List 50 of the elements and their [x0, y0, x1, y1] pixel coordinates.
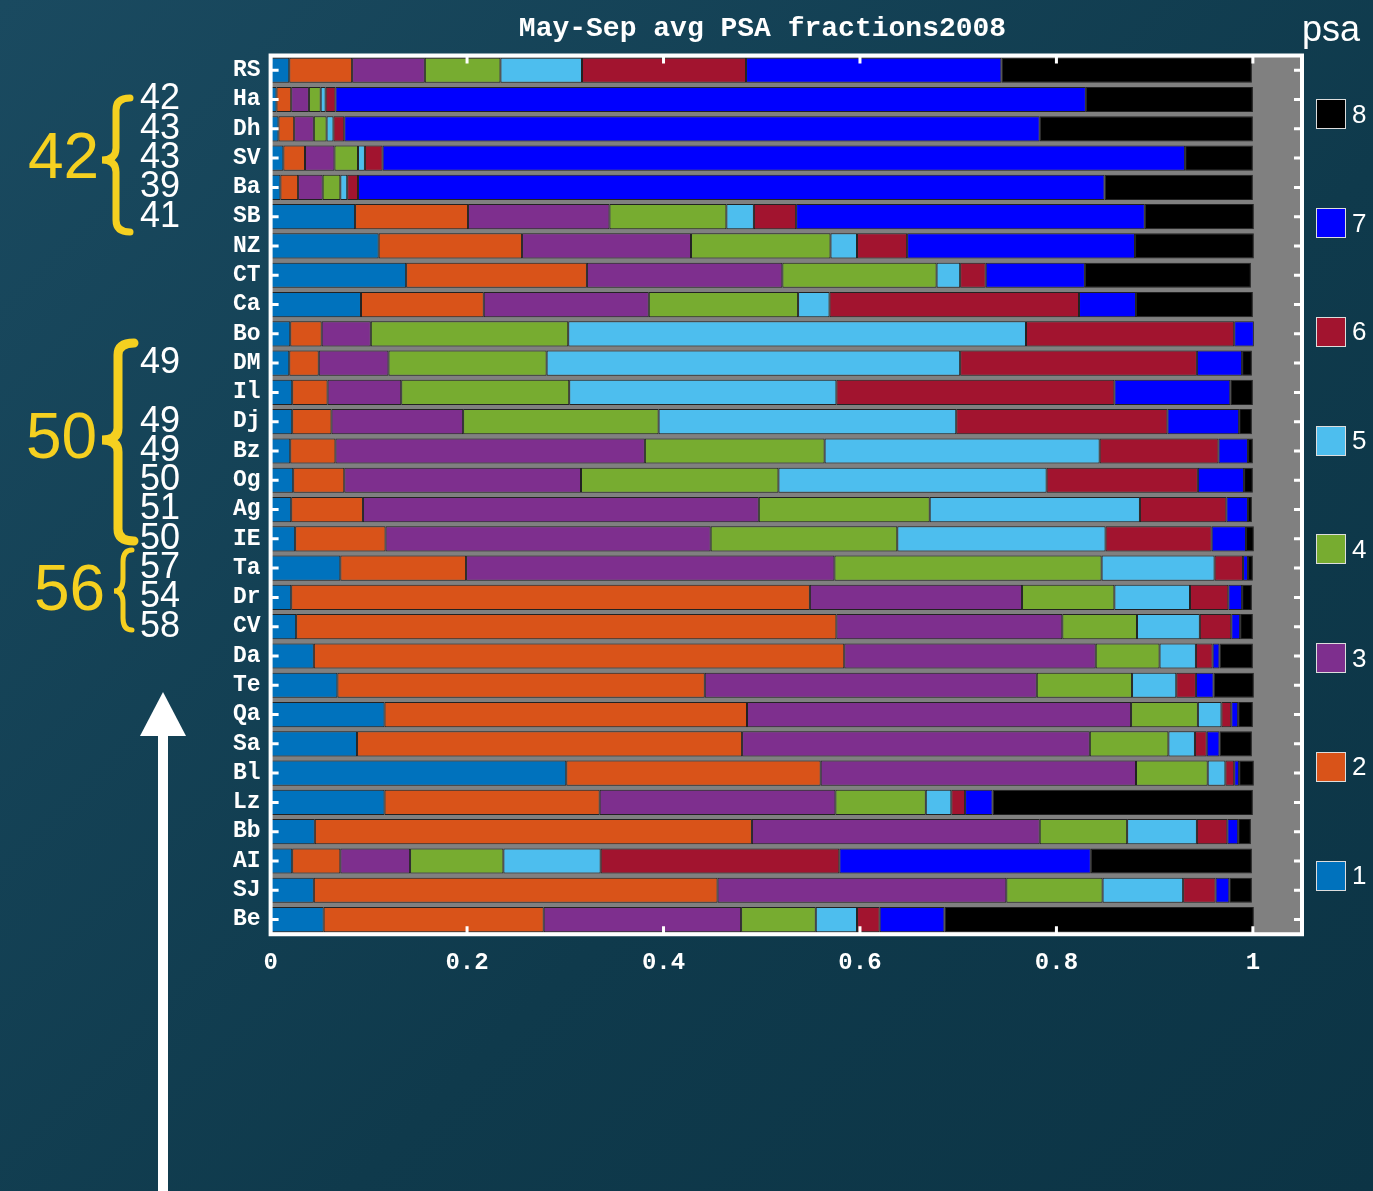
- y-tick-label: SV: [233, 144, 261, 171]
- x-tick-label: 0.2: [445, 948, 489, 976]
- legend-label: 6: [1352, 316, 1367, 348]
- x-tick-label: 0.4: [641, 948, 686, 976]
- x-tick-label: 1: [1245, 948, 1261, 976]
- y-tick-label: NZ: [233, 232, 261, 259]
- y-tick-label: Bl: [233, 759, 261, 786]
- y-tick-label: Ba: [233, 174, 261, 201]
- y-tick-label: Og: [233, 467, 261, 494]
- text: 42: [28, 119, 100, 192]
- legend-label: 4: [1352, 533, 1367, 565]
- legend-title: psa: [1302, 8, 1361, 50]
- y-tick-label: Lz: [233, 789, 261, 816]
- y-tick-label: AI: [233, 847, 261, 874]
- y-tick-label: DM: [233, 349, 261, 376]
- y-tick-label: Ta: [233, 554, 261, 581]
- legend-label: 8: [1352, 98, 1367, 130]
- chart-title: May-Sep avg PSA fractions2008: [518, 12, 1007, 44]
- y-tick-label: Bo: [233, 320, 261, 347]
- legend-label: 1: [1352, 860, 1367, 892]
- y-tick-label: Dh: [233, 115, 261, 142]
- y-tick-label: Da: [233, 642, 261, 669]
- y-tick-label: Dr: [233, 584, 261, 611]
- y-tick-label: Bz: [233, 437, 261, 464]
- y-tick-label: IE: [233, 525, 261, 552]
- legend-label: 3: [1352, 642, 1367, 674]
- y-tick-label: Ca: [233, 291, 261, 318]
- x-tick-label: 0.6: [838, 948, 882, 976]
- y-tick-label: SB: [233, 203, 261, 230]
- y-tick-label: CT: [233, 262, 261, 289]
- legend-label: 2: [1352, 751, 1367, 783]
- text: 49: [140, 340, 181, 382]
- y-tick-label: Dj: [233, 408, 261, 435]
- y-tick-label: Te: [233, 672, 261, 699]
- text: 50: [26, 399, 98, 472]
- x-tick-label: 0: [263, 948, 278, 976]
- y-tick-label: SJ: [233, 877, 261, 904]
- y-tick-label: Il: [233, 379, 261, 406]
- legend-label: 5: [1352, 425, 1367, 457]
- y-tick-label: RS: [233, 57, 261, 84]
- y-tick-label: CV: [233, 613, 261, 640]
- y-tick-label: Bb: [233, 818, 261, 845]
- y-tick-label: Ag: [233, 496, 261, 523]
- text: 56: [34, 551, 106, 624]
- y-tick-label: Qa: [233, 701, 261, 728]
- x-tick-label: 0.8: [1034, 948, 1079, 976]
- y-tick-label: Be: [233, 906, 261, 933]
- y-tick-label: Sa: [233, 730, 261, 757]
- legend-label: 7: [1352, 207, 1367, 239]
- y-tick-label: Ha: [233, 86, 261, 113]
